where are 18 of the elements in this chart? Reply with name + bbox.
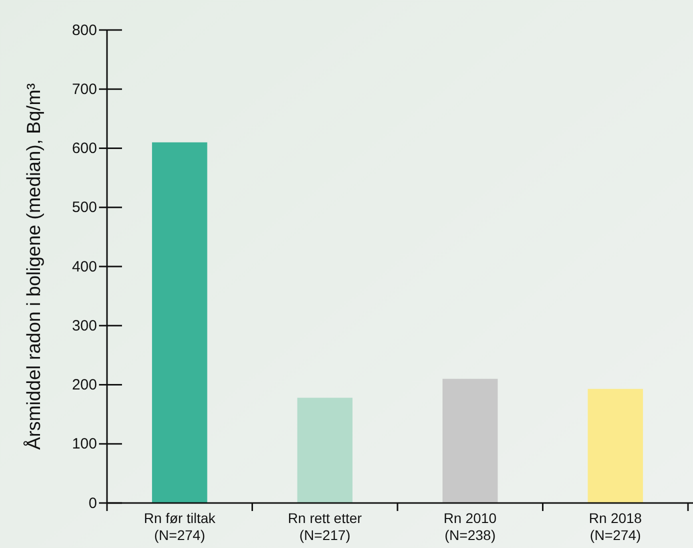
y-tick-label: 600	[72, 140, 97, 158]
bar	[152, 142, 208, 503]
y-tick-label: 700	[72, 80, 97, 98]
y-tick-label: 200	[72, 376, 97, 394]
bar	[297, 398, 352, 503]
x-tick-label: Rn før tiltak (N=274)	[144, 510, 216, 543]
y-tick-label: 800	[72, 22, 97, 39]
y-tick-label: 500	[72, 199, 97, 216]
y-tick-label: 100	[72, 436, 97, 453]
y-tick-label: 400	[72, 258, 97, 276]
x-tick-label: Rn 2010 (N=238)	[444, 510, 497, 543]
x-tick-label: Rn rett etter (N=217)	[288, 510, 362, 543]
y-tick-label: 300	[72, 317, 97, 334]
y-axis-title: Årsmiddel radon i boligene (median), Bq/m³	[23, 83, 45, 450]
bar	[442, 378, 498, 503]
y-tick-label: 0	[88, 494, 97, 512]
bar	[588, 388, 643, 503]
x-tick-label: Rn 2018 (N=274)	[588, 510, 642, 543]
